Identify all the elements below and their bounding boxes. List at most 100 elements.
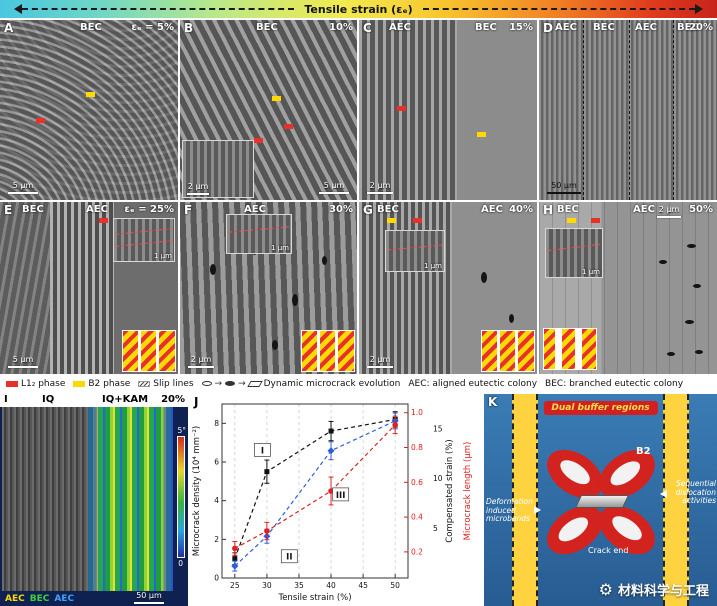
- colony-tags: AEC BEC AEC: [5, 594, 74, 604]
- colony-tag: BEC: [377, 204, 399, 215]
- microcrack-schematic: [543, 328, 597, 370]
- strain-label: 10%: [329, 22, 353, 33]
- scale-bar-line: [8, 366, 38, 368]
- scale-bar: 2 μm: [367, 355, 393, 368]
- microcrack-void: [695, 350, 703, 354]
- magnified-inset: 1 μm: [385, 230, 445, 272]
- dislocation-note: Sequential dislocation activities: [675, 479, 716, 506]
- colony-tag: BEC: [677, 22, 699, 33]
- svg-text:8: 8: [214, 419, 219, 428]
- microcrack-chart: 25 30 35 40 45 50024680.20.40.60.81.051015III…: [192, 403, 473, 603]
- microbands-note: Deformation induced microbands: [486, 497, 533, 524]
- micrograph-g-lamellae: [359, 202, 452, 374]
- svg-text:II: II: [286, 553, 292, 563]
- svg-text:Microcrack length (μm): Microcrack length (μm): [463, 442, 473, 541]
- microcrack-trace: [388, 244, 442, 251]
- b2-marker: [567, 218, 576, 223]
- colony-tag: AEC: [5, 594, 25, 604]
- panel-letter: A: [4, 21, 14, 35]
- ebsd-maps: [2, 407, 173, 591]
- b2-marker: [387, 218, 396, 223]
- colony-tag: BEC: [29, 594, 50, 604]
- magnified-inset: 1 μm: [226, 214, 292, 254]
- strain-label: εₑ = 25%: [124, 204, 174, 215]
- panel-i: I IQ IQ+KAM 20% 5° 0 AEC BEC AEC 50 μm: [0, 394, 188, 606]
- svg-text:50: 50: [390, 581, 400, 590]
- microcrack-void: [687, 244, 696, 248]
- microcrack-void: [481, 272, 487, 283]
- panel-letter: H: [543, 203, 554, 217]
- scale-bar: 50 μm: [134, 591, 164, 604]
- colony-tag: BEC: [80, 22, 102, 33]
- legend-label: Slip lines: [153, 378, 194, 389]
- microcrack-schematic: [481, 330, 535, 372]
- microcrack-schematic: [301, 330, 355, 372]
- scale-label: 2 μm: [190, 355, 212, 365]
- scale-bar-line: [188, 366, 214, 368]
- legend-label: L1₂ phase: [21, 378, 66, 389]
- arrow-icon: →: [238, 378, 246, 389]
- scale-bar-line: [187, 193, 209, 195]
- svg-text:45: 45: [358, 581, 368, 590]
- microcrack-trace: [116, 240, 172, 247]
- colony-boundary: [673, 20, 674, 200]
- svg-text:5: 5: [433, 524, 438, 533]
- panel-e: E BEC AEC εₑ = 25% 1 μm 5 μm: [0, 202, 178, 374]
- legend-slip: Slip lines: [138, 378, 194, 389]
- scale-bar: 2 μm: [188, 355, 214, 368]
- microcrack-void: [693, 284, 701, 288]
- svg-text:I: I: [261, 446, 264, 456]
- svg-text:0.2: 0.2: [411, 547, 423, 556]
- svg-text:25: 25: [230, 581, 240, 590]
- crack-shape: [574, 495, 630, 508]
- colony-tag: BEC: [256, 22, 278, 33]
- l12-swatch-icon: [6, 380, 18, 387]
- svg-text:Compensated strain (%): Compensated strain (%): [445, 439, 455, 542]
- l12-marker: [591, 218, 600, 223]
- colony-tag: AEC: [481, 204, 503, 215]
- panel-letter: J: [194, 395, 199, 409]
- legend-microcrack: → → Dynamic microcrack evolution: [201, 378, 401, 389]
- scale-bar-line: [319, 192, 349, 194]
- colony-tag: AEC: [389, 22, 411, 33]
- colony-tag: BEC: [22, 204, 44, 215]
- dashed-line: [422, 8, 695, 10]
- b2-marker: [86, 92, 95, 97]
- colorbar-min-label: 0: [178, 559, 183, 568]
- panel-letter: C: [363, 21, 372, 35]
- colony-tag: AEC: [54, 594, 75, 604]
- panel-b: B BEC 10% 2 μm 5 μm: [180, 20, 357, 200]
- l12-marker: [254, 138, 263, 143]
- legend-b2: B2 phase: [73, 379, 130, 389]
- panel-h: H BEC AEC 50% 2 μm 1 μm: [539, 202, 717, 374]
- micrograph-a: [0, 20, 178, 200]
- scale-label: 5 μm: [12, 355, 34, 365]
- panel-j: J 25 30 35 40 45 50 0 2 4 6 8 0.2 0.4 0.6 0.8 1.0 5 10 15 I…: [190, 394, 482, 606]
- figure-legend: L1₂ phase B2 phase Slip lines → → Dynami…: [0, 375, 717, 392]
- scale-bar-line: [8, 192, 38, 194]
- scale-bar: 5 μm: [8, 355, 38, 368]
- scale-label: 1 μm: [154, 252, 172, 260]
- scale-label: 1 μm: [271, 244, 289, 252]
- scale-bar-line: [367, 192, 393, 194]
- iq-label: IQ: [42, 394, 55, 405]
- scale-label: 1 μm: [582, 268, 600, 276]
- colony-tag: AEC: [86, 204, 108, 215]
- colony-tag: BEC: [475, 22, 497, 33]
- magnified-inset: 2 μm: [182, 140, 254, 198]
- watermark: ⚙ 材料科学与工程: [599, 580, 709, 599]
- panel-letter: K: [488, 395, 498, 409]
- arrow-icon: [534, 506, 541, 514]
- legend-label: AEC: aligned eutectic colony: [408, 378, 538, 389]
- l12-marker: [397, 106, 406, 111]
- b2-marker: [272, 96, 281, 101]
- legend-label: Dynamic microcrack evolution: [263, 378, 401, 389]
- filled-ellipse-icon: [225, 381, 236, 386]
- svg-text:30: 30: [262, 581, 272, 590]
- micrograph-e-lamellae: [49, 202, 114, 374]
- colony-tag: AEC: [244, 204, 266, 215]
- microcrack-void: [509, 314, 514, 323]
- dashed-line: [22, 8, 295, 10]
- legend-l12: L1₂ phase: [6, 379, 65, 389]
- iq-kam-label: IQ+KAM: [102, 394, 149, 405]
